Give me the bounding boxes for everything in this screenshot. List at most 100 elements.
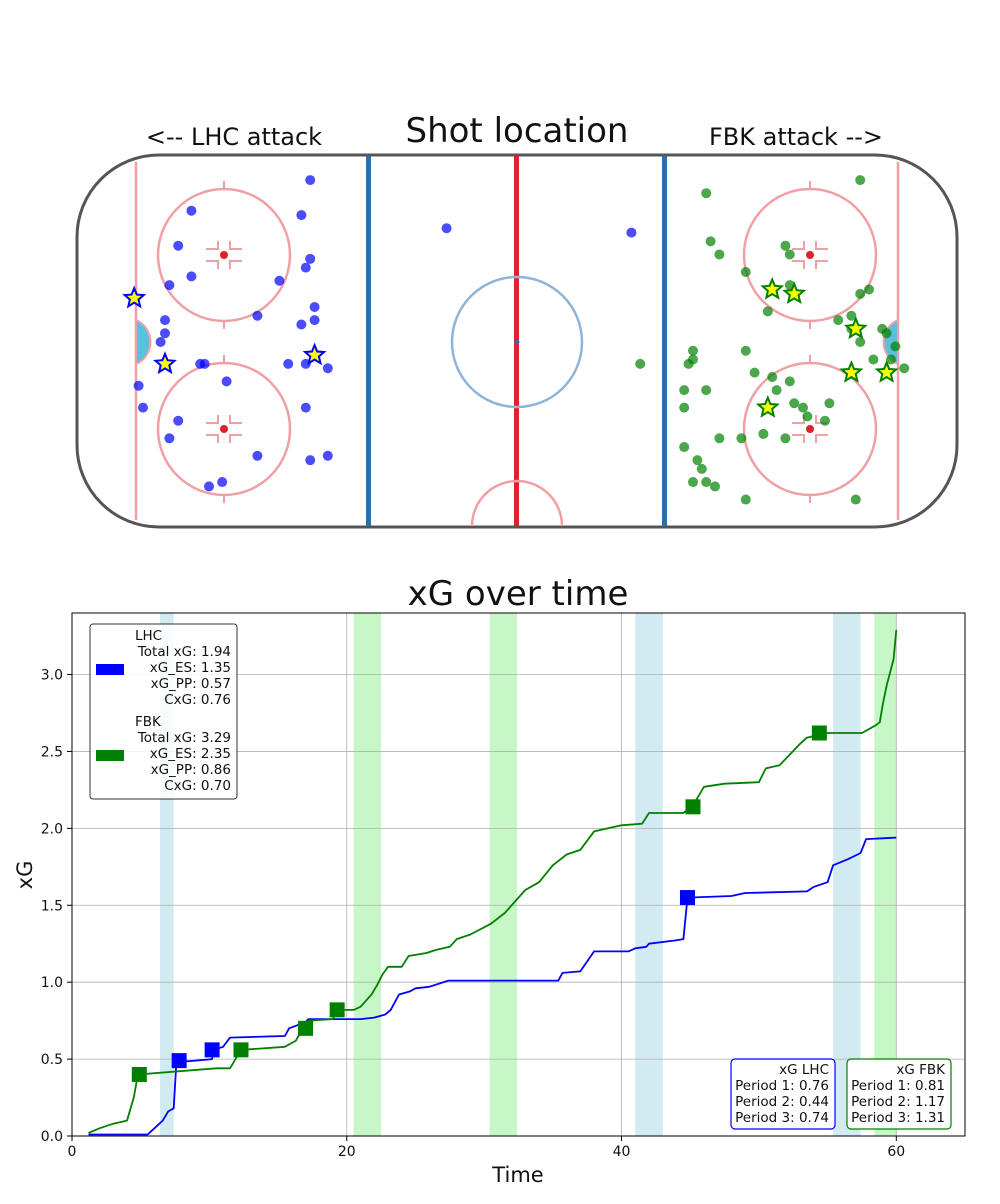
x-tick-label: 60 bbox=[887, 1144, 905, 1160]
fbk-shot-marker bbox=[696, 463, 707, 474]
lhc-shot-marker bbox=[626, 227, 637, 238]
fbk-goal-marker bbox=[811, 725, 827, 741]
fbk-shot-marker bbox=[855, 175, 866, 186]
fbk-shot-marker bbox=[899, 363, 910, 374]
fbk-goal-star bbox=[782, 281, 807, 304]
legend-fbk-es: xG_ES: 2.35 bbox=[150, 746, 231, 762]
lhc-shot-marker bbox=[300, 262, 311, 273]
fbk-goal-marker bbox=[131, 1066, 147, 1082]
fbk-shot-marker bbox=[701, 385, 712, 396]
lhc-shot-marker bbox=[155, 337, 166, 347]
fbk-shot-marker bbox=[771, 385, 782, 396]
legend: LHC Total xG: 1.94 xG_ES: 1.35 xG_PP: 0.… bbox=[89, 623, 238, 800]
y-axis-label: xG bbox=[13, 861, 37, 890]
lhc-goal-star bbox=[122, 285, 147, 309]
y-tick-label: 1.0 bbox=[41, 975, 63, 991]
faceoff-circle-bottom-right bbox=[742, 355, 878, 503]
lhc-shot-marker bbox=[300, 402, 311, 413]
lhc-shot-marker bbox=[252, 450, 263, 461]
fbk-shot-marker bbox=[824, 398, 835, 409]
lhc-shot-marker bbox=[305, 455, 316, 466]
shot-map: Shot location <-- LHC attack FBK attack … bbox=[75, 111, 959, 529]
fbk-goal-star bbox=[874, 359, 899, 383]
fbk-goal-marker bbox=[685, 799, 701, 815]
right-blue-line bbox=[662, 156, 667, 526]
fbk-shot-marker bbox=[886, 354, 896, 365]
lhc-shot-marker bbox=[305, 175, 316, 186]
fbk-shot-marker bbox=[758, 428, 769, 439]
fbk-shot-marker bbox=[692, 455, 703, 466]
lhc-shot-marker bbox=[173, 415, 184, 426]
left-blue-line bbox=[366, 156, 371, 526]
fbk-shot-marker bbox=[784, 376, 795, 387]
lhc-shot-marker bbox=[441, 223, 452, 234]
lhc-shot-marker bbox=[133, 380, 144, 391]
fbk-shot-marker bbox=[780, 433, 791, 444]
fbk-shot-marker bbox=[688, 354, 698, 365]
fbk-shot-marker bbox=[710, 481, 720, 492]
fbk-shot-marker bbox=[679, 385, 690, 396]
fbk-goal-marker bbox=[298, 1020, 314, 1036]
lhc-shot-marker bbox=[322, 450, 333, 461]
legend-lhc-total: Total xG: 1.94 bbox=[137, 644, 231, 660]
legend-lhc-es: xG_ES: 1.35 bbox=[150, 660, 231, 676]
axis-ticks: 0 20 40 60 0.0 0.5 1.0 1.5 2.0 2.5 3.0 bbox=[41, 668, 905, 1160]
fbk-shot-marker bbox=[833, 315, 844, 326]
fbk-attack-label: FBK attack --> bbox=[709, 123, 883, 151]
period-box-fbk-p3: Period 3: 1.31 bbox=[851, 1110, 945, 1126]
center-dot bbox=[514, 339, 520, 345]
lhc-shot-marker bbox=[305, 253, 316, 264]
period-box-fbk-title: xG FBK bbox=[896, 1062, 946, 1078]
lhc-shot-marker bbox=[274, 275, 285, 286]
lhc-shot-marker bbox=[221, 376, 232, 387]
fbk-shot-marker bbox=[714, 249, 725, 260]
fbk-shot-marker bbox=[846, 310, 857, 321]
fbk-shot-marker bbox=[736, 433, 747, 444]
left-goal-crease bbox=[135, 318, 152, 366]
lhc-xg-line bbox=[88, 836, 897, 1136]
shot-markers bbox=[122, 175, 910, 505]
lhc-shot-marker bbox=[322, 363, 333, 374]
fbk-goal-marker bbox=[329, 1002, 345, 1018]
fbk-shot-marker bbox=[762, 306, 773, 317]
center-circle bbox=[450, 275, 584, 409]
fbk-shot-marker bbox=[767, 372, 778, 383]
lhc-shot-marker bbox=[309, 301, 320, 312]
lhc-shot-marker bbox=[283, 358, 294, 369]
shot-map-title: Shot location bbox=[406, 111, 629, 151]
fbk-shot-marker bbox=[868, 354, 879, 365]
legend-fbk-cxg: CxG: 0.70 bbox=[164, 778, 231, 794]
lhc-shot-marker bbox=[204, 481, 214, 492]
fbk-shot-marker bbox=[705, 236, 716, 247]
fbk-goal-marker bbox=[233, 1042, 249, 1058]
rink bbox=[75, 153, 959, 529]
lhc-shot-marker bbox=[296, 210, 307, 221]
fbk-power-play-band bbox=[489, 613, 518, 1136]
lhc-goal-star bbox=[153, 351, 177, 375]
y-tick-label: 2.0 bbox=[41, 821, 63, 837]
lhc-power-play-band bbox=[833, 613, 861, 1136]
fbk-shot-marker bbox=[820, 415, 830, 426]
lhc-shot-marker bbox=[309, 315, 320, 326]
period-box-lhc-p2: Period 2: 0.44 bbox=[735, 1094, 829, 1110]
y-tick-label: 0.0 bbox=[41, 1129, 63, 1145]
lhc-goal-marker bbox=[204, 1042, 220, 1058]
fbk-shot-marker bbox=[635, 358, 646, 369]
fbk-shot-marker bbox=[798, 402, 808, 413]
legend-swatch-fbk bbox=[96, 750, 124, 761]
fbk-shot-marker bbox=[679, 402, 690, 413]
lhc-goal-marker bbox=[679, 890, 695, 906]
fbk-shot-marker bbox=[784, 249, 795, 260]
fbk-shot-marker bbox=[740, 266, 751, 277]
x-tick-label: 0 bbox=[68, 1144, 77, 1160]
period-box-fbk-p1: Period 1: 0.81 bbox=[851, 1078, 945, 1094]
fbk-shot-marker bbox=[701, 477, 712, 488]
period-box-lhc-frame bbox=[730, 1058, 836, 1130]
xg-chart: xG over time 0 20 40 60 0.0 0.5 1.0 1.5 2.0 2.5 3.… bbox=[13, 574, 966, 1187]
fbk-shot-marker bbox=[749, 367, 760, 378]
fbk-power-play-band bbox=[353, 613, 382, 1136]
period-box-lhc-p3: Period 3: 0.74 bbox=[735, 1110, 829, 1126]
chart-title: xG over time bbox=[408, 574, 629, 614]
period-box-lhc-title: xG LHC bbox=[779, 1062, 829, 1078]
